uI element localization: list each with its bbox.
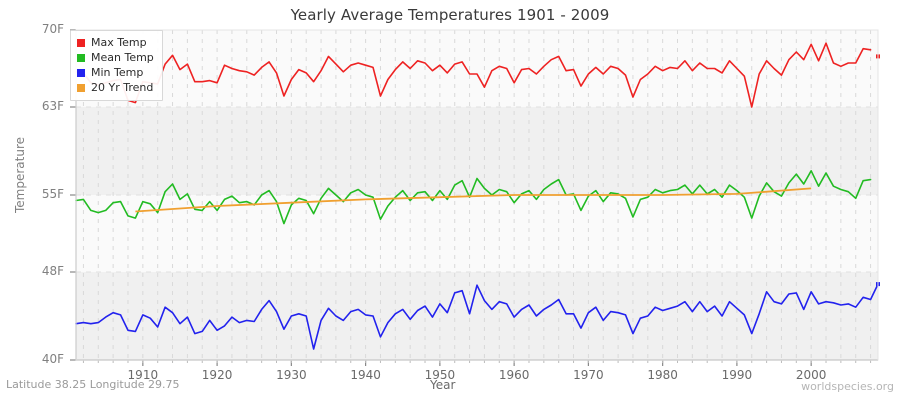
x-tick-label: 1970 <box>573 368 604 382</box>
chart-legend: Max Temp Mean Temp Min Temp 20 Yr Trend <box>70 30 163 101</box>
plot-band <box>76 30 878 107</box>
legend-item-label: Max Temp <box>91 36 147 49</box>
x-axis-label: Year <box>430 378 456 392</box>
y-tick-label: 48F <box>41 264 64 278</box>
x-tick-label: 1940 <box>350 368 381 382</box>
y-axis-label: Temperature <box>13 137 27 214</box>
legend-item-label: 20 Yr Trend <box>91 81 154 94</box>
legend-item[interactable]: Max Temp <box>77 35 154 50</box>
x-tick-label: 1930 <box>276 368 307 382</box>
legend-swatch-icon <box>77 83 85 92</box>
y-tick-label: 40F <box>41 352 64 366</box>
legend-swatch-icon <box>77 68 85 77</box>
series-line-min-temp <box>75 283 879 350</box>
x-tick-label: 1910 <box>127 368 159 382</box>
legend-item-label: Min Temp <box>91 66 144 79</box>
x-tick-label: 1920 <box>201 368 233 382</box>
source-watermark: worldspecies.org <box>801 380 894 393</box>
x-tick-label: 1980 <box>647 368 678 382</box>
x-tick-label: 1950 <box>424 368 456 382</box>
series-line-mean-temp <box>75 170 872 225</box>
chart-title: Yearly Average Temperatures 1901 - 2009 <box>290 6 610 24</box>
legend-item[interactable]: 20 Yr Trend <box>77 80 154 95</box>
y-tick-label: 63F <box>41 99 64 113</box>
plot-border <box>75 29 879 361</box>
y-tick-label: 55F <box>41 187 64 201</box>
x-tick-label: 1960 <box>498 368 530 382</box>
legend-item[interactable]: Mean Temp <box>77 50 154 65</box>
plot-band <box>76 195 878 272</box>
legend-swatch-icon <box>77 38 85 47</box>
legend-swatch-icon <box>77 53 85 62</box>
coordinates-caption: Latitude 38.25 Longitude 29.75 <box>6 378 180 391</box>
series-line-20-yr-trend <box>135 187 812 213</box>
legend-item[interactable]: Min Temp <box>77 65 154 80</box>
y-tick-label: 70F <box>41 22 64 36</box>
x-tick-label: 2000 <box>795 368 827 382</box>
x-tick-label: 1990 <box>721 368 753 382</box>
legend-item-label: Mean Temp <box>91 51 154 64</box>
plot-band <box>76 107 878 195</box>
series-line-max-temp <box>75 42 872 108</box>
